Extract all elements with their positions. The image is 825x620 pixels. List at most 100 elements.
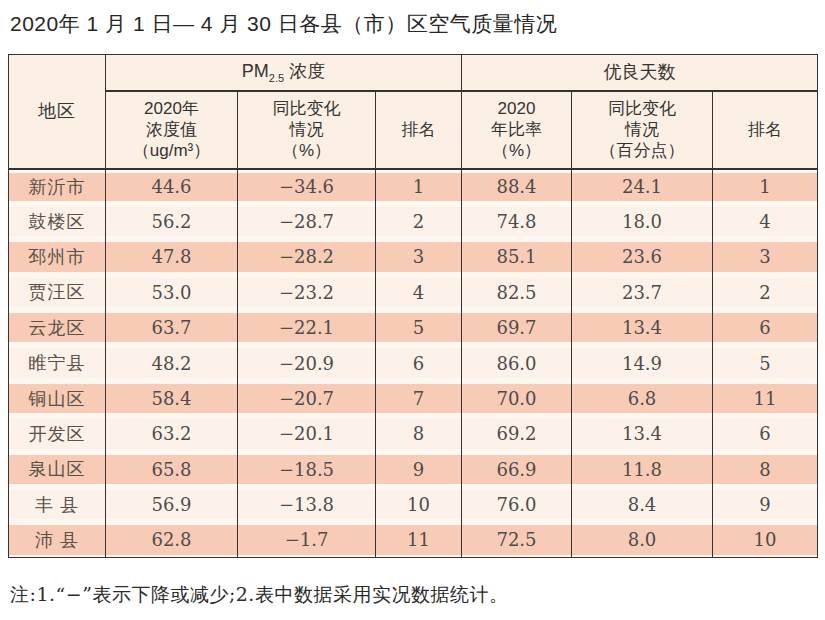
good-rate-cell: 85.1 — [462, 239, 572, 274]
pm25-change-cell: −20.9 — [238, 345, 376, 380]
good-rate-cell: 69.7 — [462, 310, 572, 345]
table-body: 新沂市 44.6 −34.6 1 88.4 24.1 1 鼓楼区 56.2 −2… — [9, 169, 818, 558]
good-change-cell: 6.8 — [572, 381, 713, 416]
pm25-rank-cell: 1 — [376, 169, 462, 204]
pm25-label-subscript: 2.5 — [269, 71, 284, 83]
pm25-change-cell: −18.5 — [238, 452, 376, 487]
table-row: 邳州市 47.8 −28.2 3 85.1 23.6 3 — [9, 239, 818, 274]
pm25-value-cell: 53.0 — [106, 275, 238, 310]
region-cell: 铜山区 — [9, 381, 106, 416]
good-rank-cell: 10 — [713, 522, 818, 557]
good-rate-cell: 74.8 — [462, 204, 572, 239]
good-rank-cell: 8 — [713, 452, 818, 487]
pm25-change-cell: −13.8 — [238, 487, 376, 522]
footnote: 注:1.“−”表示下降或减少;2.表中数据采用实况数据统计。 — [10, 582, 817, 608]
good-rate-cell: 69.2 — [462, 416, 572, 451]
pm25-label-suffix: 浓度 — [284, 61, 325, 81]
air-quality-table: 地区 PM2.5 浓度 优良天数 2020年 浓度值 （ug/m³） 同比变化 … — [8, 54, 818, 558]
pm25-rank-cell: 5 — [376, 310, 462, 345]
pm25-rank-cell: 8 — [376, 416, 462, 451]
pm25-rank-cell: 9 — [376, 452, 462, 487]
table-row: 贾汪区 53.0 −23.2 4 82.5 23.7 2 — [9, 275, 818, 310]
region-cell: 鼓楼区 — [9, 204, 106, 239]
table-row: 丰 县 56.9 −13.8 10 76.0 8.4 9 — [9, 487, 818, 522]
good-rank-cell: 6 — [713, 416, 818, 451]
pm25-change-cell: −20.7 — [238, 381, 376, 416]
good-rank-cell: 9 — [713, 487, 818, 522]
pm25-change-cell: −20.1 — [238, 416, 376, 451]
page-title: 2020年 1 月 1 日— 4 月 30 日各县（市）区空气质量情况 — [10, 10, 817, 38]
pm25-change-cell: −22.1 — [238, 310, 376, 345]
pm25-change-cell: −28.7 — [238, 204, 376, 239]
pm25-rank-cell: 11 — [376, 522, 462, 557]
header-group-row: 地区 PM2.5 浓度 优良天数 — [9, 55, 818, 91]
region-cell: 贾汪区 — [9, 275, 106, 310]
header-good-rate: 2020 年比率 （%） — [462, 91, 572, 169]
pm25-rank-cell: 10 — [376, 487, 462, 522]
header-region: 地区 — [9, 55, 106, 169]
table-row: 沛 县 62.8 −1.7 11 72.5 8.0 10 — [9, 522, 818, 557]
good-change-cell: 23.6 — [572, 239, 713, 274]
region-cell: 泉山区 — [9, 452, 106, 487]
good-change-cell: 8.4 — [572, 487, 713, 522]
pm25-rank-cell: 6 — [376, 345, 462, 380]
good-change-cell: 23.7 — [572, 275, 713, 310]
region-cell: 新沂市 — [9, 169, 106, 204]
table-row: 新沂市 44.6 −34.6 1 88.4 24.1 1 — [9, 169, 818, 204]
header-sub-row: 2020年 浓度值 （ug/m³） 同比变化 情况 （%） 排名 2020 年比… — [9, 91, 818, 169]
good-change-cell: 13.4 — [572, 310, 713, 345]
pm25-value-cell: 56.2 — [106, 204, 238, 239]
region-cell: 沛 县 — [9, 522, 106, 557]
region-cell: 开发区 — [9, 416, 106, 451]
pm25-value-cell: 58.4 — [106, 381, 238, 416]
good-rank-cell: 4 — [713, 204, 818, 239]
region-cell: 丰 县 — [9, 487, 106, 522]
pm25-value-cell: 56.9 — [106, 487, 238, 522]
pm25-change-cell: −28.2 — [238, 239, 376, 274]
pm25-value-cell: 63.2 — [106, 416, 238, 451]
table-row: 泉山区 65.8 −18.5 9 66.9 11.8 8 — [9, 452, 818, 487]
good-change-cell: 24.1 — [572, 169, 713, 204]
pm25-value-cell: 65.8 — [106, 452, 238, 487]
header-pm25-change: 同比变化 情况 （%） — [238, 91, 376, 169]
good-rank-cell: 1 — [713, 169, 818, 204]
pm25-value-cell: 48.2 — [106, 345, 238, 380]
header-pm25-rank: 排名 — [376, 91, 462, 169]
good-rate-cell: 76.0 — [462, 487, 572, 522]
pm25-value-cell: 44.6 — [106, 169, 238, 204]
good-change-cell: 18.0 — [572, 204, 713, 239]
header-pm25-value: 2020年 浓度值 （ug/m³） — [106, 91, 238, 169]
pm25-value-cell: 47.8 — [106, 239, 238, 274]
pm25-rank-cell: 7 — [376, 381, 462, 416]
good-rank-cell: 6 — [713, 310, 818, 345]
good-change-cell: 14.9 — [572, 345, 713, 380]
pm25-rank-cell: 4 — [376, 275, 462, 310]
pm25-change-cell: −34.6 — [238, 169, 376, 204]
header-good-rank: 排名 — [713, 91, 818, 169]
header-good-days-group: 优良天数 — [462, 55, 818, 91]
table-row: 开发区 63.2 −20.1 8 69.2 13.4 6 — [9, 416, 818, 451]
good-rank-cell: 2 — [713, 275, 818, 310]
table-row: 铜山区 58.4 −20.7 7 70.0 6.8 11 — [9, 381, 818, 416]
table-header: 地区 PM2.5 浓度 优良天数 2020年 浓度值 （ug/m³） 同比变化 … — [9, 55, 818, 169]
header-pm25-group: PM2.5 浓度 — [106, 55, 462, 91]
good-rate-cell: 86.0 — [462, 345, 572, 380]
good-rank-cell: 3 — [713, 239, 818, 274]
good-rate-cell: 82.5 — [462, 275, 572, 310]
region-cell: 云龙区 — [9, 310, 106, 345]
good-rank-cell: 5 — [713, 345, 818, 380]
table-row: 睢宁县 48.2 −20.9 6 86.0 14.9 5 — [9, 345, 818, 380]
pm25-rank-cell: 3 — [376, 239, 462, 274]
good-rate-cell: 66.9 — [462, 452, 572, 487]
region-cell: 邳州市 — [9, 239, 106, 274]
pm25-value-cell: 63.7 — [106, 310, 238, 345]
pm25-rank-cell: 2 — [376, 204, 462, 239]
page: 2020年 1 月 1 日— 4 月 30 日各县（市）区空气质量情况 地区 P… — [0, 0, 825, 620]
pm25-value-cell: 62.8 — [106, 522, 238, 557]
pm25-change-cell: −1.7 — [238, 522, 376, 557]
pm25-change-cell: −23.2 — [238, 275, 376, 310]
good-change-cell: 13.4 — [572, 416, 713, 451]
good-rate-cell: 72.5 — [462, 522, 572, 557]
table-row: 云龙区 63.7 −22.1 5 69.7 13.4 6 — [9, 310, 818, 345]
good-rank-cell: 11 — [713, 381, 818, 416]
